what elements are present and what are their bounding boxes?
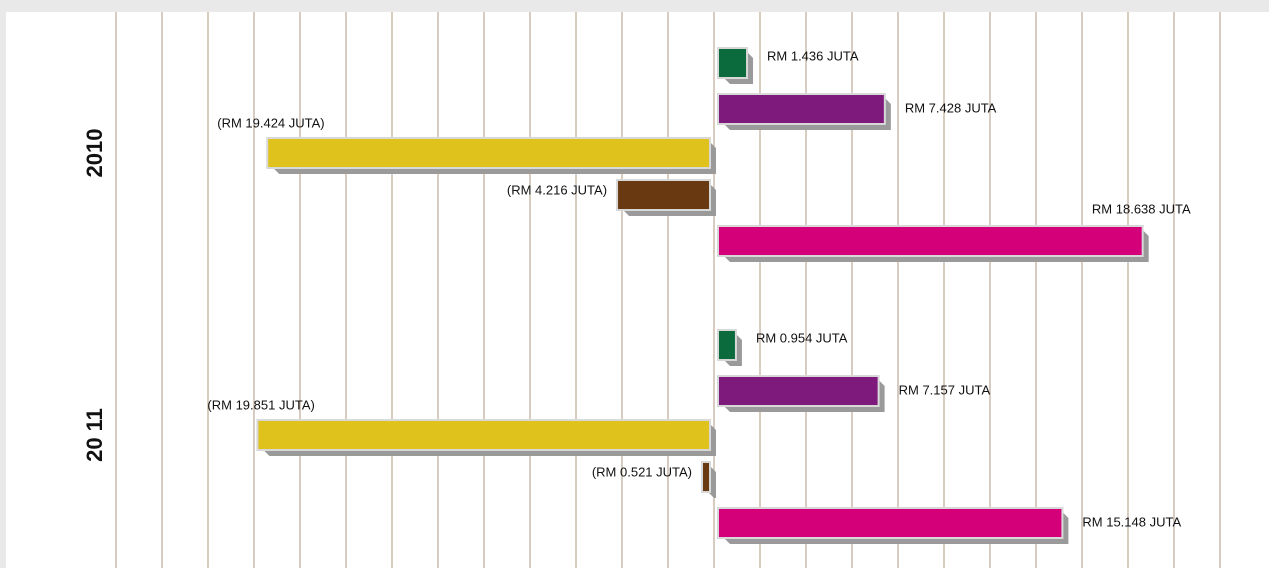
bar [266,137,711,169]
value-label: RM 18.638 JUTA [1092,201,1191,216]
bar [717,329,737,361]
bar-shadow [724,334,742,366]
bars [256,47,1149,544]
group-label: 2010 [82,129,107,178]
value-label: (RM 0.521 JUTA) [592,464,692,479]
value-label: RM 1.436 JUTA [767,48,859,63]
bar [256,419,711,451]
bar-shadow [263,424,716,456]
bar-shadow [724,98,891,130]
group-label: 20 11 [82,408,107,462]
value-label: RM 0.954 JUTA [756,330,848,345]
bar-shadow [273,142,716,174]
value-label: (RM 4.216 JUTA) [507,182,607,197]
bar [717,93,886,125]
value-label: RM 7.157 JUTA [899,382,991,397]
bar [717,47,749,79]
bar [616,179,711,211]
value-label: (RM 19.424 JUTA) [217,115,324,130]
bar-shadow [724,230,1149,262]
value-label: (RM 19.851 JUTA) [207,397,314,412]
bar [701,461,712,493]
bar-shadow [724,380,885,412]
bar [717,507,1064,539]
value-label: RM 7.428 JUTA [905,100,997,115]
value-label: RM 15.148 JUTA [1082,514,1181,529]
bar [717,375,880,407]
bar [717,225,1144,257]
panel [6,12,1269,568]
bar-shadow [724,512,1069,544]
bar-shadow [623,184,716,216]
